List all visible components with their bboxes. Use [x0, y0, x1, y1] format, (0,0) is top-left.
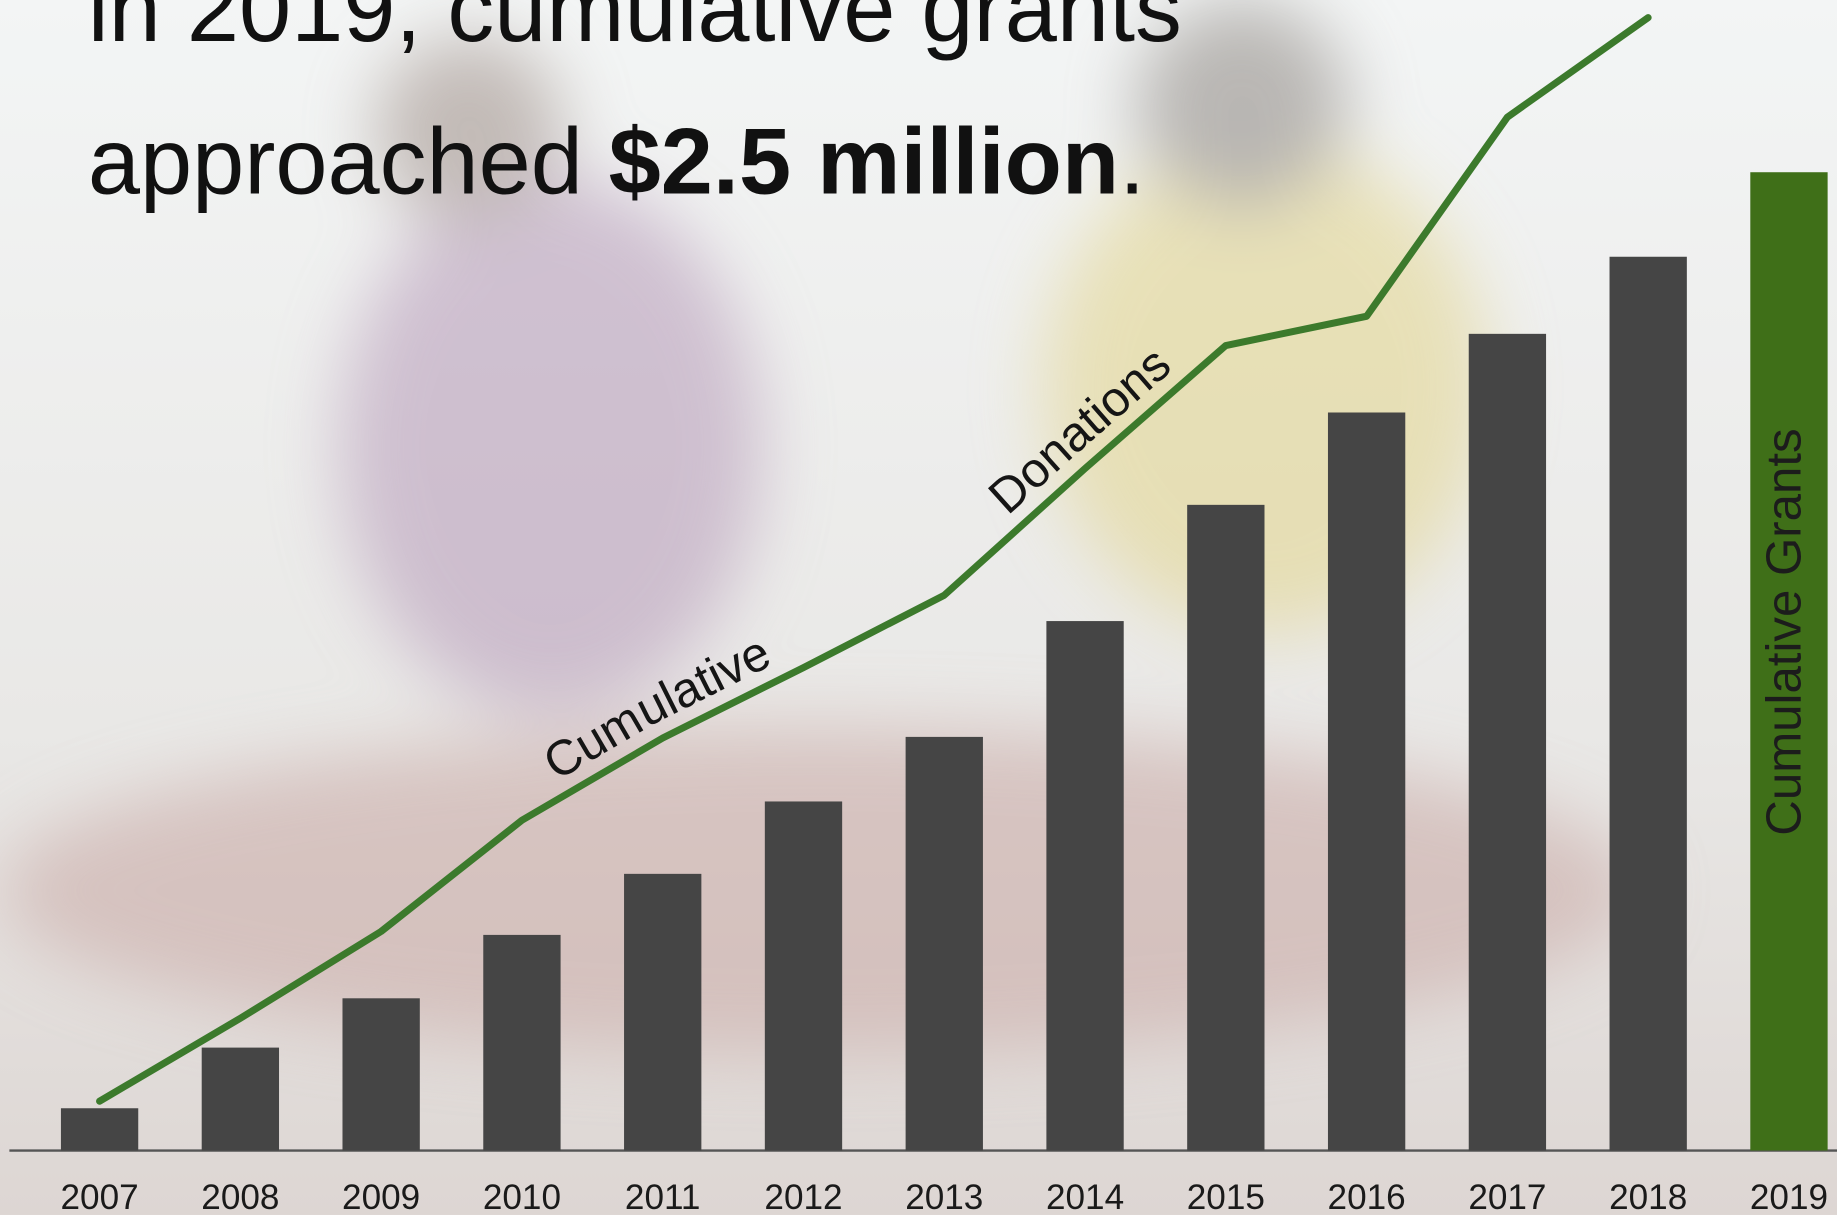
bar: [342, 998, 420, 1151]
x-tick-label: 2014: [1046, 1178, 1124, 1215]
title-text: .: [1119, 108, 1145, 213]
x-tick-label: 2011: [625, 1178, 701, 1215]
bar: [483, 934, 561, 1151]
x-tick-label: 2018: [1609, 1178, 1687, 1215]
x-tick-label: 2017: [1468, 1178, 1546, 1215]
bar: [60, 1108, 139, 1151]
bar: [1609, 256, 1687, 1151]
x-tick-label: 2009: [342, 1178, 420, 1215]
chart-title-line-2: approached $2.5 million.: [88, 108, 1145, 213]
bar: [905, 736, 983, 1151]
chart-title-line-1: in 2019, cumulative grants: [88, 0, 1182, 61]
bar: [1750, 172, 1828, 1151]
bar: [764, 801, 843, 1151]
bar: [1327, 412, 1406, 1151]
x-tick-label: 2019: [1750, 1178, 1828, 1215]
x-tick-label: 2015: [1187, 1178, 1265, 1215]
bar: [624, 873, 702, 1151]
bar: [201, 1047, 280, 1151]
x-tick-label: 2012: [764, 1178, 842, 1215]
x-tick-label: 2008: [201, 1178, 279, 1215]
title-text: approached: [88, 108, 583, 213]
series-label: Cumulative Grants: [1757, 428, 1812, 835]
x-tick-label: 2010: [483, 1178, 561, 1215]
bar: [1187, 504, 1265, 1151]
line: [96, 14, 1652, 1105]
x-tick-label: 2007: [61, 1178, 139, 1215]
x-tick-label: 2013: [905, 1178, 983, 1215]
bar: [1468, 333, 1547, 1151]
x-tick-label: 2016: [1328, 1178, 1406, 1215]
bar: [1046, 621, 1124, 1151]
title-emphasis: $2.5 million: [609, 108, 1119, 213]
